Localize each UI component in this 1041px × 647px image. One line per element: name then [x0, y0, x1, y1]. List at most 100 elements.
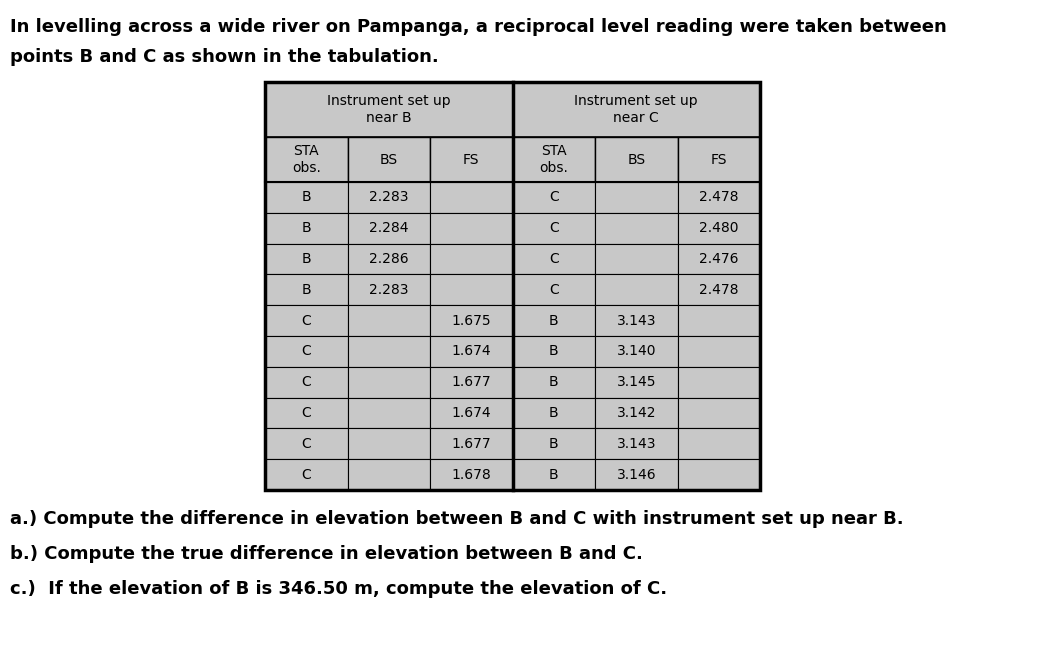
- Bar: [512, 244, 595, 274]
- Bar: [265, 428, 348, 459]
- Bar: [265, 305, 348, 336]
- Bar: [512, 398, 595, 428]
- Text: B: B: [302, 283, 311, 297]
- Text: Instrument set up
near C: Instrument set up near C: [575, 94, 699, 125]
- Text: 2.286: 2.286: [369, 252, 408, 266]
- Bar: [265, 274, 348, 305]
- Text: C: C: [302, 375, 311, 389]
- Text: 1.678: 1.678: [452, 468, 491, 481]
- Bar: [265, 213, 348, 244]
- Bar: [430, 398, 512, 428]
- Bar: [265, 137, 348, 182]
- Text: 3.142: 3.142: [616, 406, 656, 420]
- Point: [754, 178, 766, 186]
- Text: B: B: [302, 221, 311, 236]
- Bar: [678, 213, 760, 244]
- Text: C: C: [549, 252, 559, 266]
- Bar: [678, 367, 760, 398]
- Text: C: C: [549, 221, 559, 236]
- Text: 2.284: 2.284: [369, 221, 408, 236]
- Bar: [678, 244, 760, 274]
- Text: C: C: [302, 468, 311, 481]
- Bar: [595, 459, 678, 490]
- Bar: [512, 274, 595, 305]
- Bar: [512, 367, 595, 398]
- Bar: [512, 305, 595, 336]
- Text: 2.478: 2.478: [699, 283, 738, 297]
- Bar: [348, 305, 430, 336]
- Text: C: C: [302, 314, 311, 327]
- Bar: [678, 459, 760, 490]
- Text: FS: FS: [463, 153, 480, 166]
- Text: 1.675: 1.675: [452, 314, 491, 327]
- Bar: [595, 213, 678, 244]
- Bar: [430, 428, 512, 459]
- Bar: [678, 336, 760, 367]
- Text: 3.140: 3.140: [616, 344, 656, 358]
- Bar: [678, 398, 760, 428]
- Bar: [678, 428, 760, 459]
- Text: In levelling across a wide river on Pampanga, a reciprocal level reading were ta: In levelling across a wide river on Pamp…: [10, 18, 946, 36]
- Bar: [678, 137, 760, 182]
- Bar: [430, 244, 512, 274]
- Bar: [430, 459, 512, 490]
- Bar: [265, 82, 760, 490]
- Point: [506, 486, 518, 494]
- Text: 2.283: 2.283: [369, 283, 408, 297]
- Text: C: C: [302, 437, 311, 451]
- Text: 3.143: 3.143: [616, 314, 656, 327]
- Bar: [595, 137, 678, 182]
- Text: STA
obs.: STA obs.: [291, 144, 321, 175]
- Bar: [348, 213, 430, 244]
- Bar: [265, 398, 348, 428]
- Bar: [348, 274, 430, 305]
- Bar: [348, 428, 430, 459]
- Text: BS: BS: [380, 153, 398, 166]
- Point: [259, 178, 272, 186]
- Bar: [595, 428, 678, 459]
- Text: 1.677: 1.677: [452, 375, 491, 389]
- Bar: [265, 82, 512, 137]
- Text: points B and C as shown in the tabulation.: points B and C as shown in the tabulatio…: [10, 48, 438, 66]
- Bar: [512, 182, 595, 213]
- Bar: [348, 398, 430, 428]
- Text: 2.283: 2.283: [369, 190, 408, 204]
- Bar: [430, 182, 512, 213]
- Bar: [348, 367, 430, 398]
- Point: [506, 78, 518, 86]
- Text: BS: BS: [627, 153, 645, 166]
- Text: B: B: [549, 314, 559, 327]
- Text: B: B: [549, 344, 559, 358]
- Bar: [265, 182, 348, 213]
- Text: 1.674: 1.674: [452, 406, 491, 420]
- Text: C: C: [302, 406, 311, 420]
- Bar: [348, 137, 430, 182]
- Bar: [595, 398, 678, 428]
- Bar: [595, 274, 678, 305]
- Text: STA
obs.: STA obs.: [539, 144, 568, 175]
- Text: B: B: [302, 190, 311, 204]
- Bar: [595, 244, 678, 274]
- Text: a.) Compute the difference in elevation between B and C with instrument set up n: a.) Compute the difference in elevation …: [10, 510, 904, 528]
- Text: c.)  If the elevation of B is 346.50 m, compute the elevation of C.: c.) If the elevation of B is 346.50 m, c…: [10, 580, 667, 598]
- Text: C: C: [302, 344, 311, 358]
- Text: b.) Compute the true difference in elevation between B and C.: b.) Compute the true difference in eleva…: [10, 545, 643, 563]
- Bar: [430, 274, 512, 305]
- Bar: [512, 137, 595, 182]
- Text: B: B: [549, 406, 559, 420]
- Text: B: B: [549, 375, 559, 389]
- Text: 1.677: 1.677: [452, 437, 491, 451]
- Text: B: B: [549, 468, 559, 481]
- Text: C: C: [549, 283, 559, 297]
- Bar: [595, 367, 678, 398]
- Bar: [512, 428, 595, 459]
- Bar: [512, 213, 595, 244]
- Text: 2.476: 2.476: [699, 252, 738, 266]
- Bar: [512, 336, 595, 367]
- Text: 1.674: 1.674: [452, 344, 491, 358]
- Bar: [512, 459, 595, 490]
- Bar: [265, 336, 348, 367]
- Bar: [678, 182, 760, 213]
- Text: 3.145: 3.145: [616, 375, 656, 389]
- Bar: [512, 82, 760, 137]
